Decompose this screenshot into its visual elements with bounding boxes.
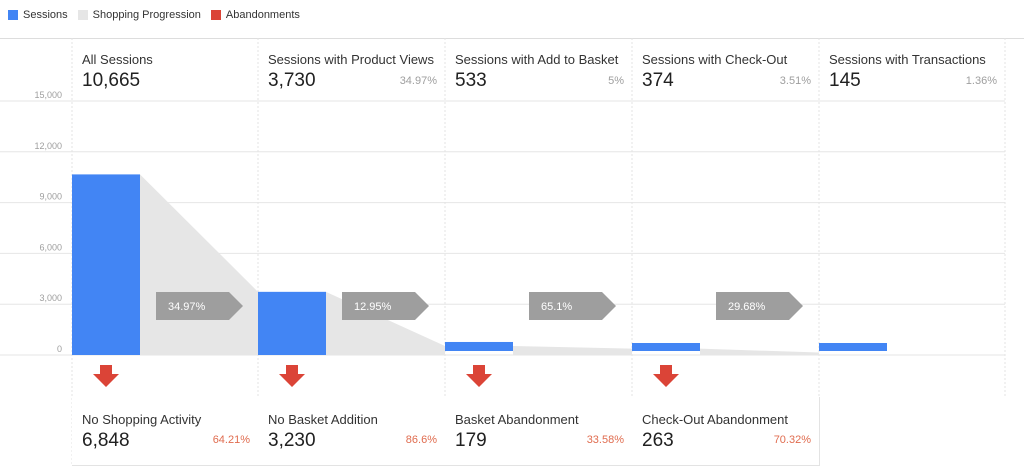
legend-label-progression: Shopping Progression xyxy=(92,9,201,21)
legend-label-abandonments: Abandonments xyxy=(225,9,300,21)
progression-area xyxy=(700,348,819,355)
abandonment-basket-abandonment[interactable]: Basket Abandonment 179 33.58% xyxy=(445,397,632,465)
stage-value: 3,730 xyxy=(268,70,316,91)
abandonment-value: 263 xyxy=(642,430,674,451)
stage-value: 533 xyxy=(455,70,487,91)
y-tick-label: 0 xyxy=(57,344,62,354)
y-tick-label: 3,000 xyxy=(39,293,62,303)
abandonment-percent: 64.21% xyxy=(212,434,250,446)
stage-header-add-to-basket[interactable]: Sessions with Add to Basket 533 5% xyxy=(445,38,632,106)
legend-label-sessions: Sessions xyxy=(23,9,68,21)
stage-header-product-views[interactable]: Sessions with Product Views 3,730 34.97% xyxy=(258,38,445,106)
abandonment-value: 3,230 xyxy=(268,430,316,451)
abandonment-name: Basket Abandonment xyxy=(455,412,579,427)
conversion-arrow xyxy=(156,292,243,320)
abandonment-check-out-abandonment[interactable]: Check-Out Abandonment 263 70.32% xyxy=(632,397,819,465)
abandonment-arrow-icon xyxy=(93,365,119,387)
progression-area xyxy=(140,174,258,355)
session-bar[interactable] xyxy=(632,343,700,351)
y-tick-label: 15,000 xyxy=(34,90,62,100)
stage-name: Sessions with Check-Out xyxy=(642,52,788,67)
abandonment-no-basket-addition[interactable]: No Basket Addition 3,230 86.6% xyxy=(258,397,445,465)
progression-swatch xyxy=(77,10,88,20)
progression-area xyxy=(513,345,632,355)
stage-name: Sessions with Transactions xyxy=(829,52,986,67)
sessions-swatch xyxy=(8,10,18,20)
abandonment-arrow-icon xyxy=(653,365,679,387)
legend-item-abandonments[interactable]: Abandonments xyxy=(210,9,300,21)
session-bar[interactable] xyxy=(445,341,513,351)
abandonment-name: No Shopping Activity xyxy=(82,412,202,427)
abandonment-arrow-icon xyxy=(279,365,305,387)
y-tick-label: 9,000 xyxy=(39,192,62,202)
stage-value: 10,665 xyxy=(82,70,141,91)
stage-header-transactions[interactable]: Sessions with Transactions 145 1.36% xyxy=(819,38,1005,106)
conversion-arrow xyxy=(529,292,616,320)
stage-header-all-sessions[interactable]: All Sessions 10,665 xyxy=(72,38,258,106)
stage-value: 374 xyxy=(642,70,674,91)
y-tick-label: 12,000 xyxy=(34,141,62,151)
y-tick-label: 6,000 xyxy=(39,242,62,252)
conversion-rate-label: 29.68% xyxy=(728,301,766,313)
abandonment-value: 179 xyxy=(455,430,487,451)
abandonments-swatch xyxy=(210,10,221,20)
legend: Sessions Shopping Progression Abandonmen… xyxy=(8,9,300,21)
abandonment-arrow-icon xyxy=(466,365,492,387)
stage-value: 145 xyxy=(829,70,861,91)
conversion-arrow xyxy=(716,292,803,320)
conversion-arrow xyxy=(342,292,429,320)
abandonment-no-shopping-activity[interactable]: No Shopping Activity 6,848 64.21% xyxy=(72,397,258,465)
stage-name: Sessions with Add to Basket xyxy=(455,52,619,67)
abandonment-percent: 33.58% xyxy=(586,434,624,446)
abandonment-percent: 86.6% xyxy=(405,434,437,446)
abandonment-name: Check-Out Abandonment xyxy=(642,412,788,427)
legend-item-progression[interactable]: Shopping Progression xyxy=(77,9,201,21)
session-bar[interactable] xyxy=(819,343,887,351)
stage-name: All Sessions xyxy=(82,52,153,67)
session-bar[interactable] xyxy=(72,174,140,355)
stage-name: Sessions with Product Views xyxy=(268,52,434,67)
stage-percent: 5% xyxy=(608,75,624,87)
abandonment-value: 6,848 xyxy=(82,430,130,451)
abandonment-percent: 70.32% xyxy=(773,434,811,446)
top-divider xyxy=(0,38,1024,39)
stage-header-check-out[interactable]: Sessions with Check-Out 374 3.51% xyxy=(632,38,819,106)
stage-percent: 3.51% xyxy=(779,75,811,87)
conversion-rate-label: 65.1% xyxy=(541,301,572,313)
stage-percent: 1.36% xyxy=(965,75,997,87)
stage-percent: 34.97% xyxy=(399,75,437,87)
conversion-rate-label: 12.95% xyxy=(354,301,392,313)
abandonment-name: No Basket Addition xyxy=(268,412,378,427)
session-bar[interactable] xyxy=(258,291,326,355)
legend-item-sessions[interactable]: Sessions xyxy=(8,9,68,21)
conversion-rate-label: 34.97% xyxy=(168,301,206,313)
